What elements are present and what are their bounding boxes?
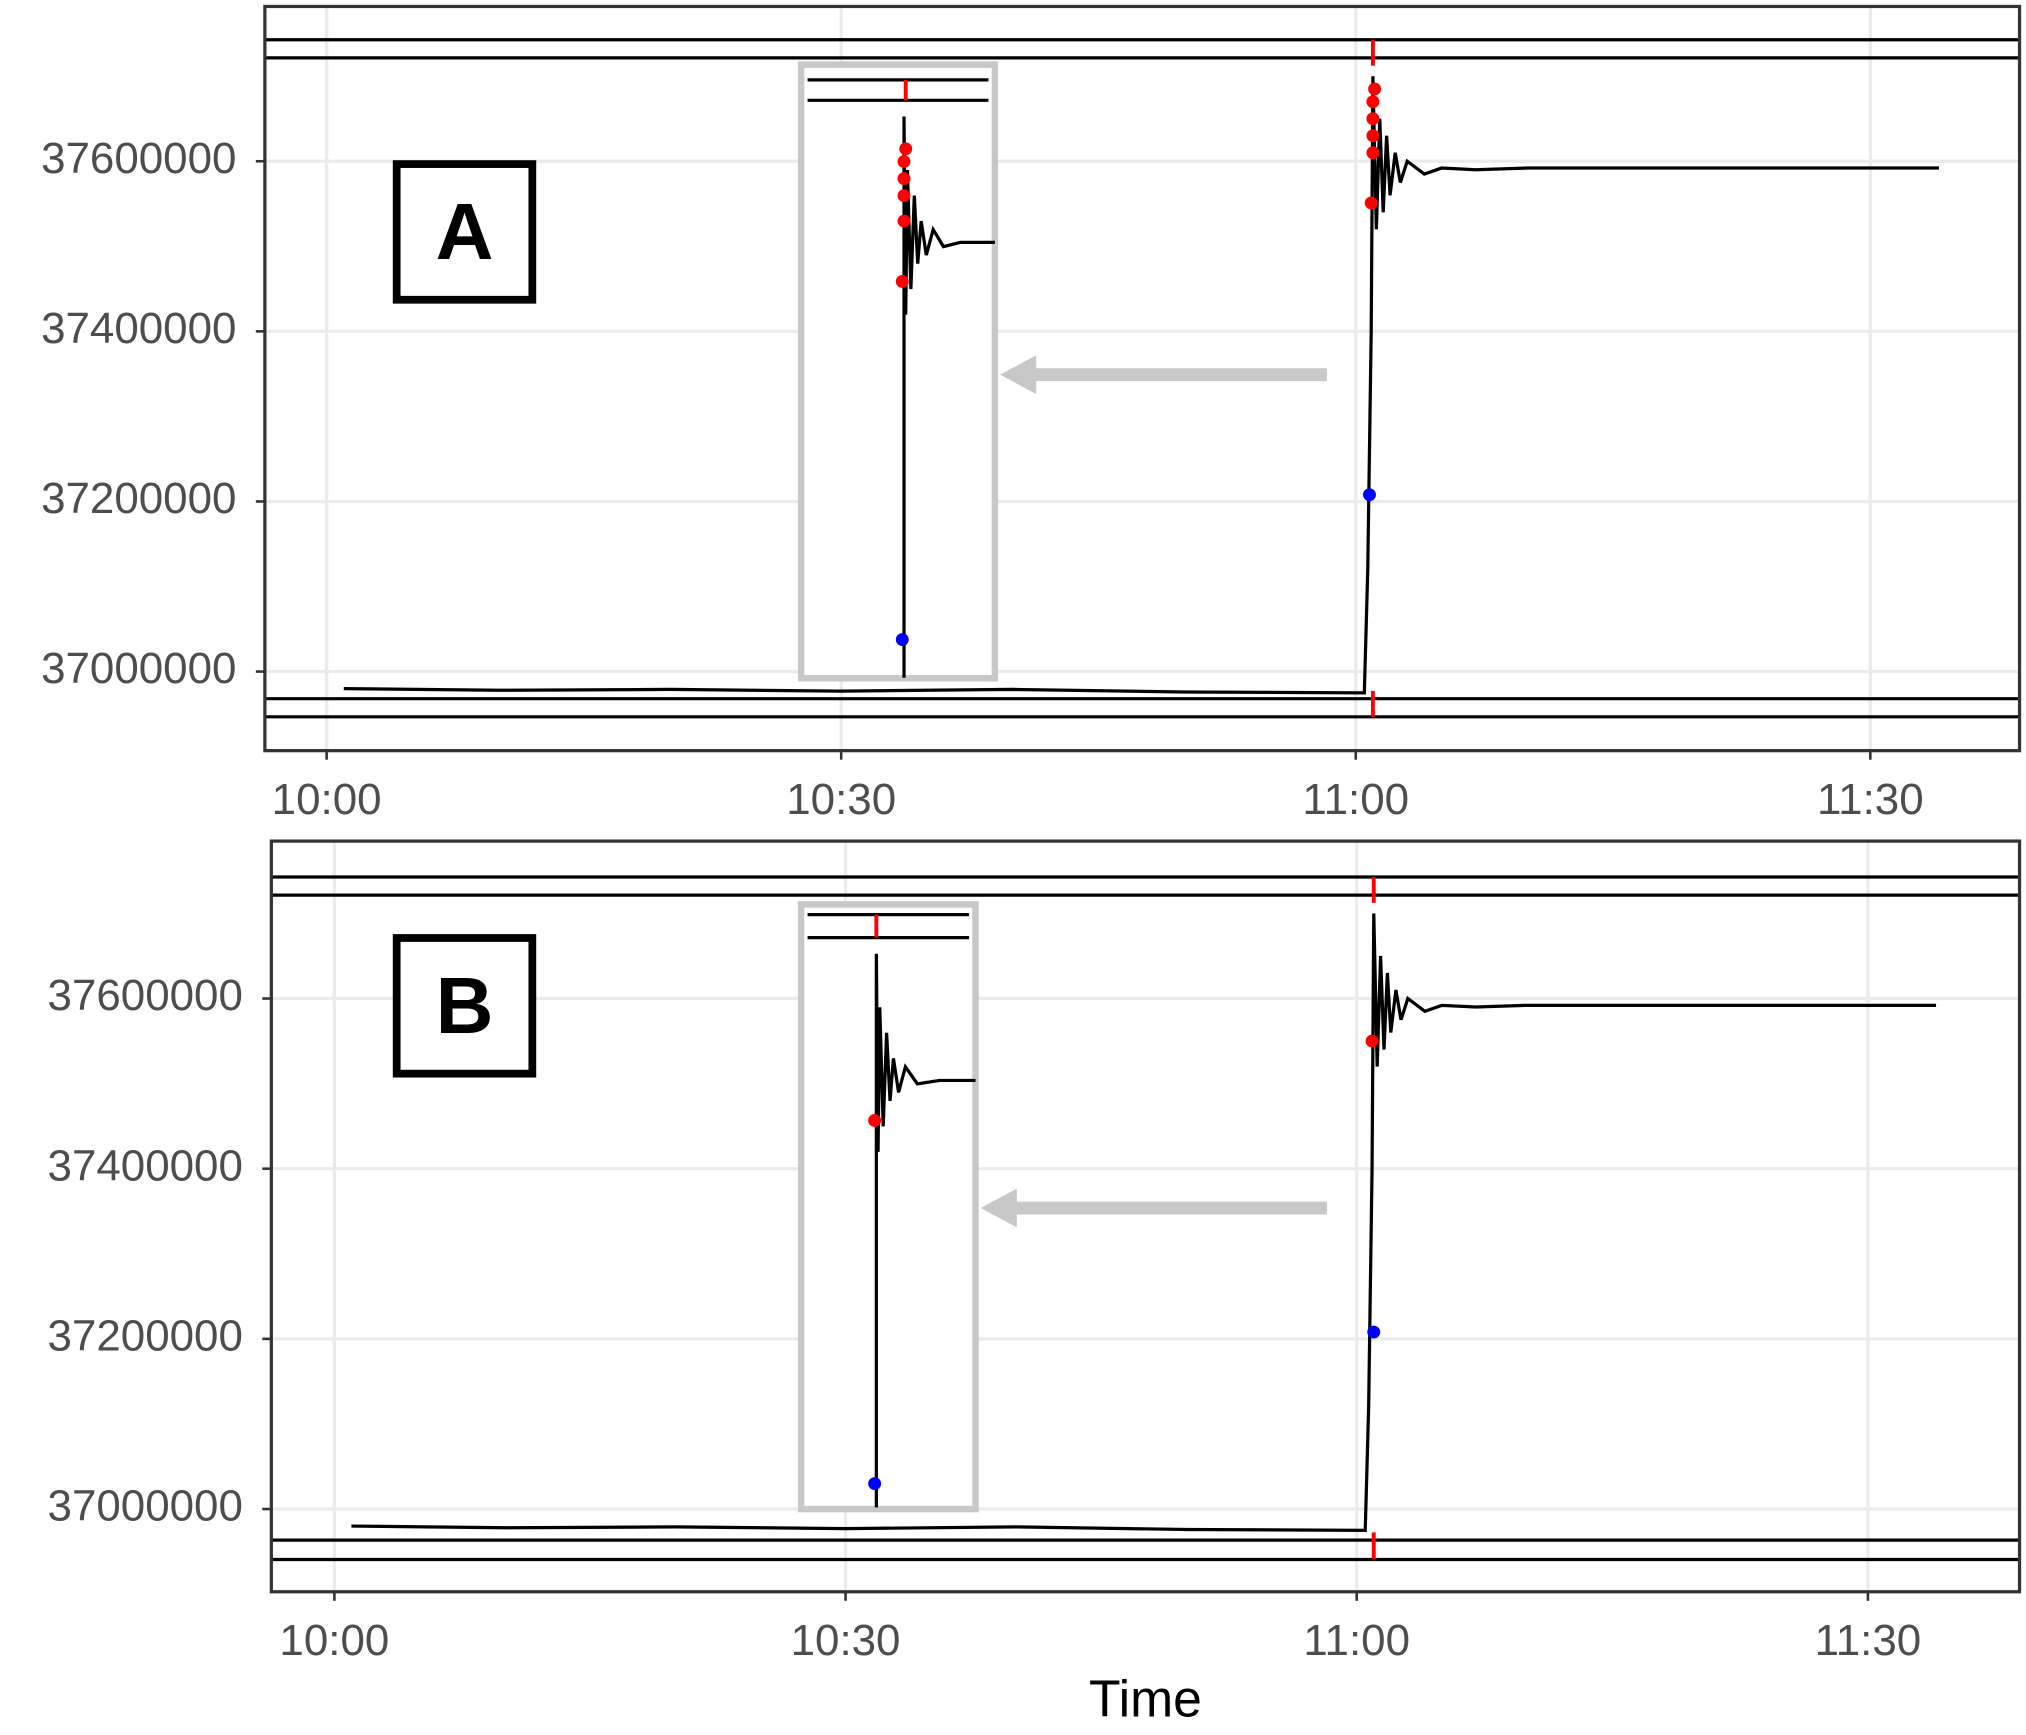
inset-box <box>797 61 999 682</box>
y-tick-label: 37000000 <box>48 1482 243 1531</box>
y-tick-label: 37200000 <box>41 474 236 523</box>
data-point <box>897 214 911 228</box>
data-point <box>897 155 911 169</box>
inset-line <box>902 116 995 678</box>
x-tick-label: 10:30 <box>791 1616 901 1665</box>
data-point <box>868 1113 882 1127</box>
data-point <box>899 142 913 156</box>
data-point <box>1365 1034 1379 1048</box>
plot-border <box>269 839 2022 1594</box>
data-line <box>351 913 1937 1532</box>
data-point <box>868 1477 882 1491</box>
arrow-head <box>1000 355 1037 395</box>
panel-label-box <box>392 160 537 304</box>
y-tick-label: 37400000 <box>41 304 236 353</box>
plot-border <box>263 4 2022 753</box>
data-point <box>1366 95 1380 109</box>
data-point <box>1366 112 1380 126</box>
x-tick-label: 11:00 <box>1303 1616 1410 1665</box>
x-axis-title: Time <box>1089 1670 1202 1728</box>
data-point <box>1368 82 1382 96</box>
data-point <box>1367 1325 1381 1339</box>
panel-label: B <box>436 960 494 1050</box>
data-point <box>1364 196 1378 210</box>
x-tick-label: 10:00 <box>279 1616 389 1665</box>
y-tick-label: 37200000 <box>48 1311 243 1360</box>
data-point <box>895 275 909 288</box>
y-tick-label: 37000000 <box>41 644 236 693</box>
y-tick-label: 37400000 <box>48 1141 243 1190</box>
data-point <box>895 633 909 646</box>
y-tick-label: 37600000 <box>41 134 236 183</box>
data-point <box>897 189 911 203</box>
y-tick-label: 37600000 <box>48 971 243 1020</box>
panel-label: A <box>436 186 494 276</box>
x-tick-label: 11:00 <box>1302 775 1409 824</box>
plot-background <box>271 841 2020 1592</box>
data-point <box>1366 146 1380 160</box>
data-point <box>1363 488 1376 502</box>
x-tick-label: 10:00 <box>272 775 382 824</box>
x-tick-label: 11:30 <box>1817 775 1924 824</box>
data-line <box>343 76 1939 695</box>
inset-box <box>797 901 979 1513</box>
data-point <box>1366 129 1380 143</box>
x-tick-label: 10:30 <box>786 775 896 824</box>
data-point <box>897 172 911 186</box>
panel-label-box <box>392 934 537 1078</box>
arrow-head <box>980 1188 1017 1228</box>
x-tick-label: 11:30 <box>1815 1616 1922 1665</box>
